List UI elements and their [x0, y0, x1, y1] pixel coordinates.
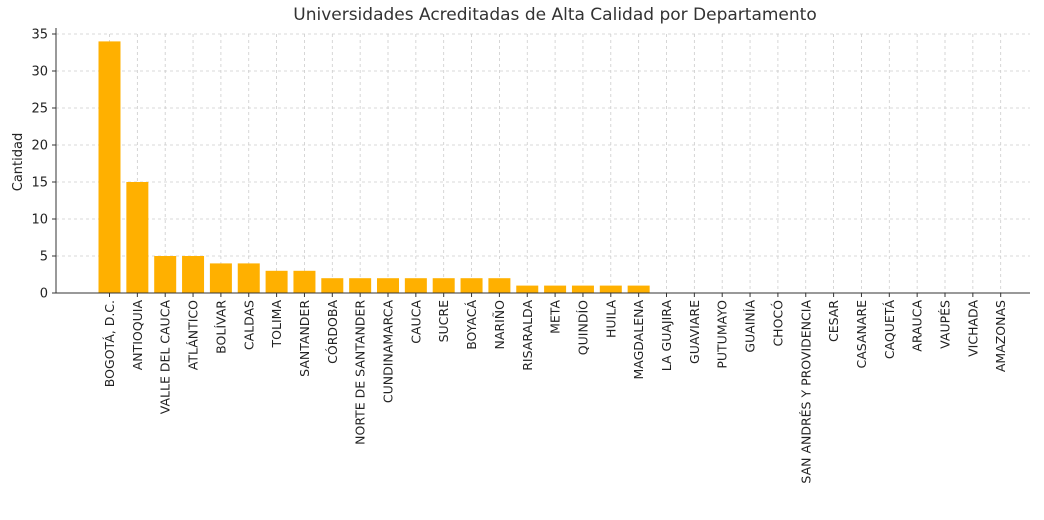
- x-tick-label: CASANARE: [854, 300, 869, 369]
- x-tick-label: BOYACÁ: [464, 300, 479, 350]
- chart-title: Universidades Acreditadas de Alta Calida…: [293, 5, 816, 25]
- y-tick-label: 0: [40, 287, 48, 302]
- x-tick-label: AMAZONAS: [993, 300, 1008, 372]
- x-tick-label: META: [548, 300, 563, 334]
- bar: [349, 278, 372, 293]
- bar: [182, 256, 205, 293]
- bar: [460, 278, 483, 293]
- bars: [98, 41, 650, 294]
- x-tick-label: ANTIOQUIA: [130, 300, 145, 371]
- x-tick-label: VAUPÉS: [938, 300, 953, 349]
- y-tick-label: 25: [31, 102, 48, 117]
- x-tick-labels: BOGOTÁ, D.C. ANTIOQUIA VALLE DEL CAUCA ATLÁ…: [102, 300, 1008, 484]
- bar: [265, 270, 288, 293]
- bar: [488, 278, 511, 293]
- bar: [209, 263, 232, 293]
- x-tick-label: RISARALDA: [520, 300, 535, 371]
- bar: [599, 285, 622, 293]
- x-tick-label: GUAVIARE: [687, 300, 702, 364]
- x-tick-label: NORTE DE SANTANDER: [353, 300, 368, 445]
- y-tick-label: 20: [31, 139, 48, 154]
- x-tick-label: SUCRE: [436, 300, 451, 342]
- bar: [544, 285, 567, 293]
- bar: [293, 270, 316, 293]
- y-tick-label: 15: [31, 176, 48, 191]
- bar: [627, 285, 650, 293]
- y-tick-label: 10: [31, 213, 48, 228]
- x-tick-label: SAN ANDRÉS Y PROVIDENCIA: [798, 300, 813, 484]
- x-tick-label: VALLE DEL CAUCA: [158, 300, 173, 415]
- x-tick-label: PUTUMAYO: [715, 300, 730, 369]
- x-tick-label: CAUCA: [408, 300, 423, 344]
- x-tick-label: HUILA: [603, 300, 618, 338]
- x-tick-label: BOGOTÁ, D.C.: [102, 300, 117, 387]
- bar: [516, 285, 539, 293]
- bar: [126, 182, 149, 293]
- bar: [571, 285, 594, 293]
- bar: [154, 256, 177, 293]
- y-axis-label: Cantidad: [11, 133, 26, 191]
- x-tick-label: CUNDINAMARCA: [381, 300, 396, 404]
- x-tick-label: LA GUAJIRA: [659, 300, 674, 372]
- y-tick-label: 35: [31, 28, 48, 43]
- bar: [321, 278, 344, 293]
- grid-lines: [56, 33, 1030, 294]
- x-tick-label: CHOCÓ: [770, 300, 785, 347]
- x-tick-label: CÓRDOBA: [325, 300, 340, 364]
- x-tick-label: SANTANDER: [297, 300, 312, 377]
- x-tick-label: TOLIMA: [269, 300, 284, 349]
- x-tick-label: ATLÁNTICO: [186, 300, 201, 370]
- x-tick-label: CAQUETÁ: [882, 300, 897, 360]
- x-tick-label: MAGDALENA: [631, 300, 646, 380]
- bar: [377, 278, 399, 293]
- x-tick-label: QUINDÍO: [575, 300, 590, 355]
- y-tick-label: 30: [31, 65, 48, 80]
- bar: [404, 278, 427, 293]
- x-tick-label: CESAR: [826, 300, 841, 342]
- bar: [237, 263, 260, 293]
- x-tick-label: ARAUCA: [910, 300, 925, 352]
- x-tick-label: CALDAS: [241, 300, 256, 350]
- y-tick-label: 5: [40, 250, 48, 265]
- y-tick-labels: 0 5 10 15 20 25 30 35: [31, 28, 48, 302]
- x-tick-label: BOLÍVAR: [213, 300, 228, 354]
- x-tick-label: NARIÑO: [492, 300, 507, 350]
- x-tick-label: GUAINÍA: [743, 300, 758, 353]
- axes: [52, 28, 1030, 297]
- bar: [432, 278, 455, 293]
- bar: [98, 41, 121, 294]
- x-tick-label: VICHADA: [965, 300, 980, 357]
